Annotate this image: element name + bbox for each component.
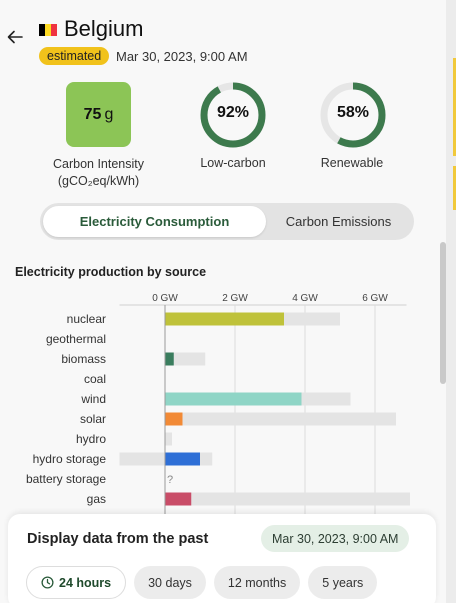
renewable-label: Renewable bbox=[320, 156, 384, 170]
scrollbar-thumb[interactable] bbox=[440, 242, 446, 384]
carbon-intensity-box: 75 g bbox=[66, 82, 131, 147]
carbon-intensity-label: Carbon Intensity (gCO₂eq/kWh) bbox=[40, 156, 157, 190]
tick-label: 4 GW bbox=[292, 293, 318, 304]
renewable-value: 58% bbox=[336, 104, 370, 121]
range-5-years-button[interactable]: 5 years bbox=[308, 566, 378, 599]
back-arrow-icon[interactable] bbox=[6, 28, 24, 46]
range-30-days-button[interactable]: 30 days bbox=[134, 566, 206, 599]
low-carbon-ring bbox=[200, 82, 266, 148]
category-label: battery storage bbox=[26, 472, 106, 486]
capacity-bar-negative bbox=[119, 452, 165, 466]
tick-label: 2 GW bbox=[222, 293, 248, 304]
category-label: hydro storage bbox=[33, 452, 107, 466]
unknown-value-marker: ? bbox=[167, 474, 173, 486]
capacity-bar bbox=[165, 432, 172, 446]
carbon-intensity-unit: g bbox=[104, 105, 114, 123]
category-label: wind bbox=[80, 392, 106, 406]
renewable-ring bbox=[320, 82, 386, 148]
carbon-intensity-value: 75 bbox=[83, 105, 102, 123]
production-bar bbox=[165, 492, 192, 506]
production-bar bbox=[165, 312, 284, 326]
consumption-emissions-toggle: Electricity Consumption Carbon Emissions bbox=[40, 203, 414, 240]
production-by-source-chart: 0 GW 2 GW 4 GW 6 GW nuclear geothermal biomass… bbox=[26, 293, 410, 525]
map-edge bbox=[446, 0, 456, 603]
data-datetime: Mar 30, 2023, 9:00 AM bbox=[116, 49, 248, 64]
category-label: biomass bbox=[61, 352, 106, 366]
production-bar bbox=[165, 392, 302, 406]
zone-header: Belgium estimated Mar 30, 2023, 9:00 AM bbox=[0, 14, 446, 70]
category-label: coal bbox=[84, 372, 106, 386]
production-bar bbox=[165, 412, 183, 426]
map-edge-stripe bbox=[453, 166, 456, 210]
category-label: geothermal bbox=[46, 332, 106, 346]
time-controller-title: Display data from the past bbox=[27, 531, 209, 547]
country-name: Belgium bbox=[64, 16, 144, 41]
carbon-intensity-label-line2: (gCO₂eq/kWh) bbox=[57, 174, 140, 188]
low-carbon-value: 92% bbox=[216, 104, 250, 121]
category-label: hydro bbox=[76, 432, 106, 446]
map-edge-stripe bbox=[453, 58, 456, 156]
clock-icon bbox=[41, 576, 54, 589]
belgium-flag-icon bbox=[39, 24, 57, 36]
category-label: nuclear bbox=[67, 312, 106, 326]
low-carbon-label: Low-carbon bbox=[200, 156, 266, 170]
selected-datetime-pill[interactable]: Mar 30, 2023, 9:00 AM bbox=[261, 525, 410, 552]
tick-label: 0 GW bbox=[152, 293, 178, 304]
production-bar bbox=[165, 452, 200, 466]
carbon-emissions-tab[interactable]: Carbon Emissions bbox=[285, 214, 392, 229]
zone-details-panel: Belgium estimated Mar 30, 2023, 9:00 AM … bbox=[0, 14, 446, 525]
range-12-months-button[interactable]: 12 months bbox=[213, 566, 301, 599]
category-label: solar bbox=[80, 412, 106, 426]
range-label: 24 hours bbox=[59, 575, 112, 590]
capacity-bar bbox=[165, 492, 410, 506]
electricity-consumption-tab[interactable]: Electricity Consumption bbox=[43, 206, 266, 237]
capacity-bar bbox=[165, 352, 206, 366]
range-24-hours-button[interactable]: 24 hours bbox=[26, 566, 127, 599]
estimated-badge: estimated bbox=[39, 47, 110, 65]
carbon-intensity-label-line1: Carbon Intensity bbox=[52, 157, 145, 171]
capacity-bar bbox=[165, 412, 396, 426]
chart-title: Electricity production by source bbox=[15, 265, 207, 279]
production-bar bbox=[165, 352, 174, 366]
time-range-options: 24 hours 30 days 12 months 5 years bbox=[26, 566, 378, 599]
time-controller: Display data from the past Mar 30, 2023,… bbox=[8, 514, 436, 603]
category-label: gas bbox=[87, 492, 106, 506]
tick-label: 6 GW bbox=[362, 293, 388, 304]
